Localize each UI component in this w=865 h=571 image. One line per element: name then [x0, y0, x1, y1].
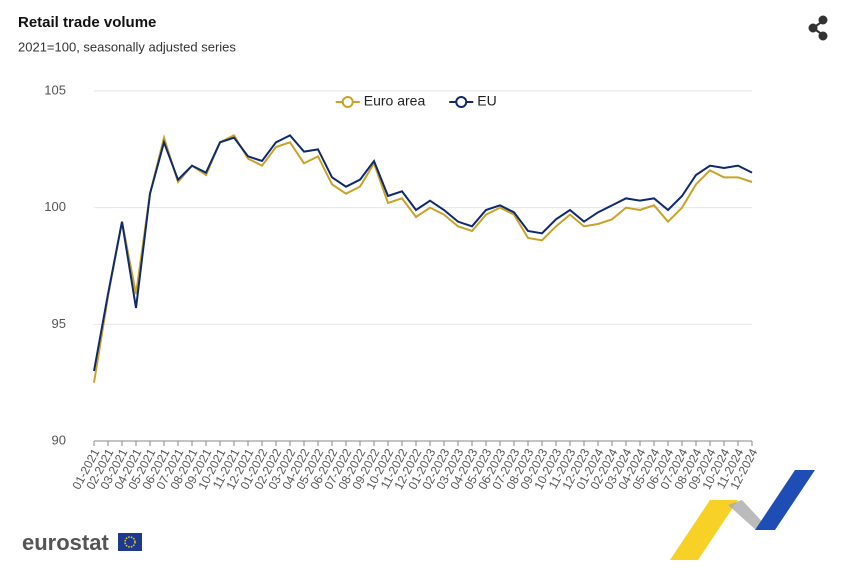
series-line — [93, 134, 753, 372]
y-tick-label: 100 — [44, 199, 66, 214]
chart-subtitle: 2021=100, seasonally adjusted series — [18, 39, 236, 54]
y-tick-label: 90 — [52, 432, 66, 447]
legend-label: Euro area — [364, 93, 426, 109]
eu-flag — [118, 533, 142, 551]
deco-blue — [755, 470, 815, 530]
logo-text: eurostat — [22, 530, 109, 555]
deco-grey — [728, 500, 770, 530]
series-line — [93, 133, 753, 383]
chart-title: Retail trade volume — [18, 14, 156, 31]
y-tick-label: 105 — [44, 82, 66, 97]
y-tick-label: 95 — [52, 316, 66, 331]
legend-item[interactable]: Euro area — [335, 93, 426, 109]
share-icon[interactable] — [808, 15, 828, 41]
legend-marker — [455, 96, 468, 108]
legend-item[interactable]: EU — [449, 93, 497, 109]
legend-label: EU — [477, 93, 496, 109]
legend-marker — [341, 96, 354, 108]
deco-yellow — [670, 500, 738, 560]
eu-stars — [124, 536, 136, 548]
